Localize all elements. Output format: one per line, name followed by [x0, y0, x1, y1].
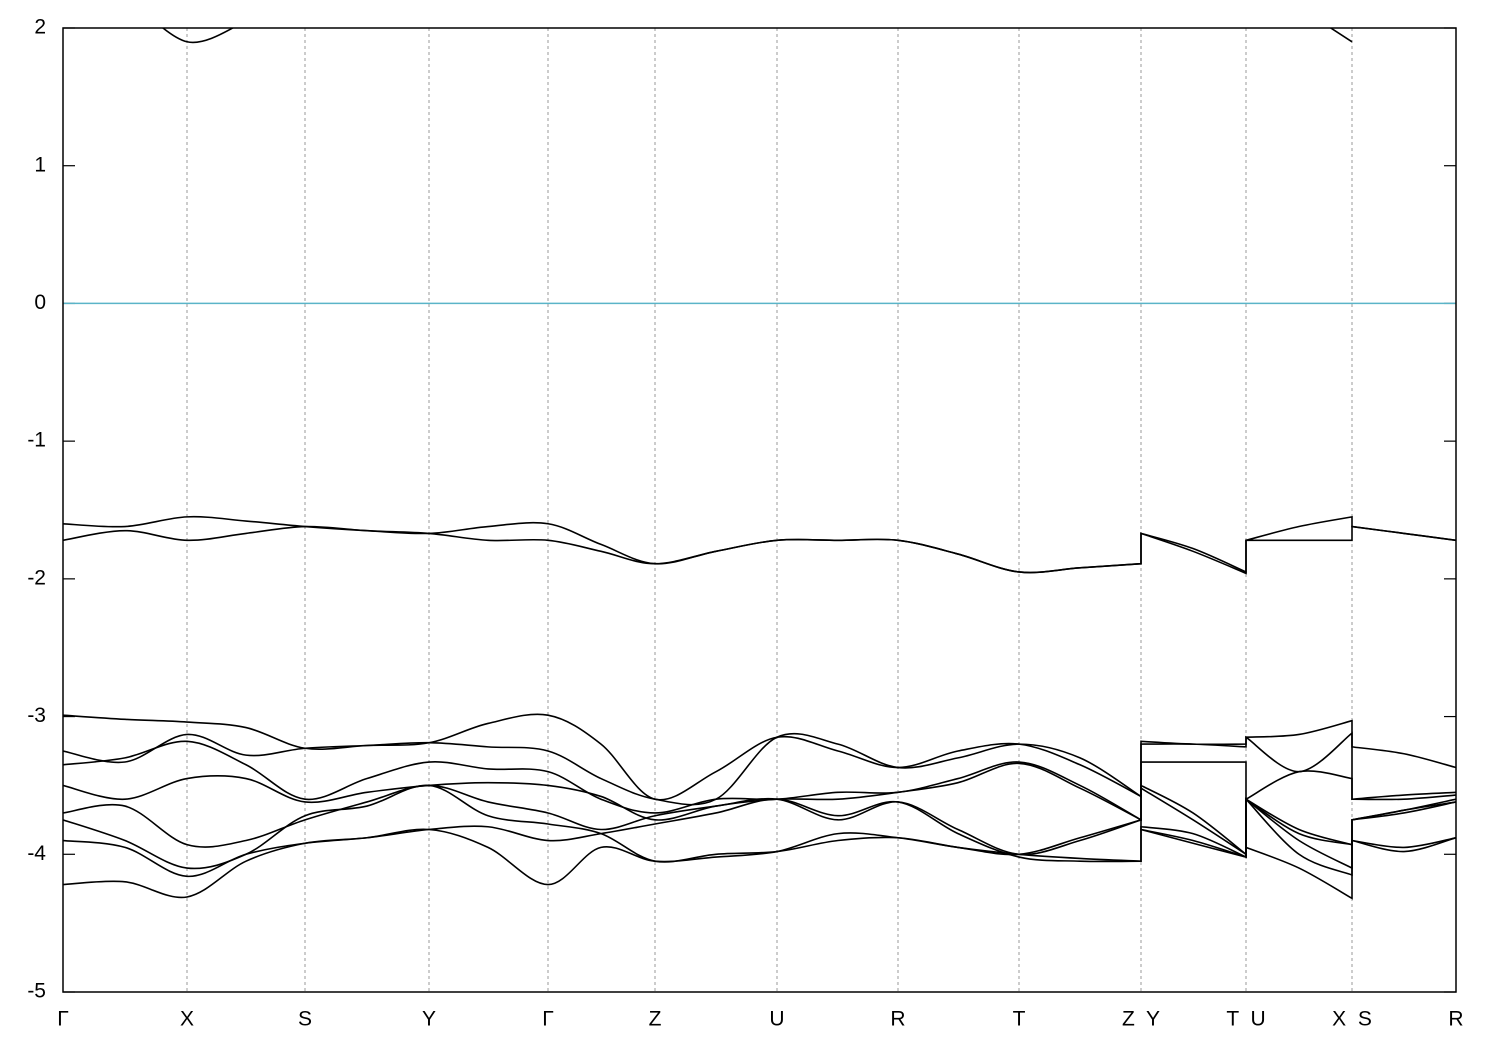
band-line [161, 28, 235, 44]
x-tick-label: R [890, 1008, 905, 1031]
x-tick-label: Y [422, 1008, 436, 1031]
band-line [63, 515, 1456, 574]
x-tick-label: T U [1226, 1008, 1265, 1031]
y-tick-label: -1 [27, 429, 46, 452]
x-tick-label: U [769, 1008, 784, 1031]
y-tick-label: 1 [34, 153, 46, 176]
band-line [63, 798, 1456, 900]
band-line [63, 797, 1456, 899]
band-line [63, 713, 1456, 801]
band-line [63, 525, 1456, 575]
x-tick-label: T [1013, 1008, 1026, 1031]
x-tick-label: X [180, 1008, 194, 1031]
y-tick-label: -5 [27, 980, 46, 1003]
y-tick-label: -2 [27, 566, 46, 589]
x-tick-label: Γ [542, 1008, 554, 1031]
plot-frame [62, 27, 1457, 993]
y-tick-label: 0 [34, 291, 46, 314]
x-tick-label: Z Y [1122, 1008, 1160, 1031]
y-tick-label: -4 [27, 842, 46, 865]
band-line [1329, 28, 1353, 43]
x-tick-label: Γ [57, 1008, 69, 1031]
tick-labels: -5 -4 -3 -2 -1 0 1 2 Γ X S Y Γ Z U R T Z Y T U X S R [27, 16, 1463, 1031]
x-tick-label: X S [1332, 1008, 1372, 1031]
band-line [63, 731, 1456, 806]
x-tick-label: Z [649, 1008, 662, 1031]
x-tick-label: R [1448, 1008, 1463, 1031]
band-line [63, 762, 1456, 856]
y-tick-label: 2 [34, 16, 46, 39]
bands [63, 28, 1456, 900]
y-tick-label: -3 [27, 704, 46, 727]
x-tick-label: S [298, 1008, 312, 1031]
